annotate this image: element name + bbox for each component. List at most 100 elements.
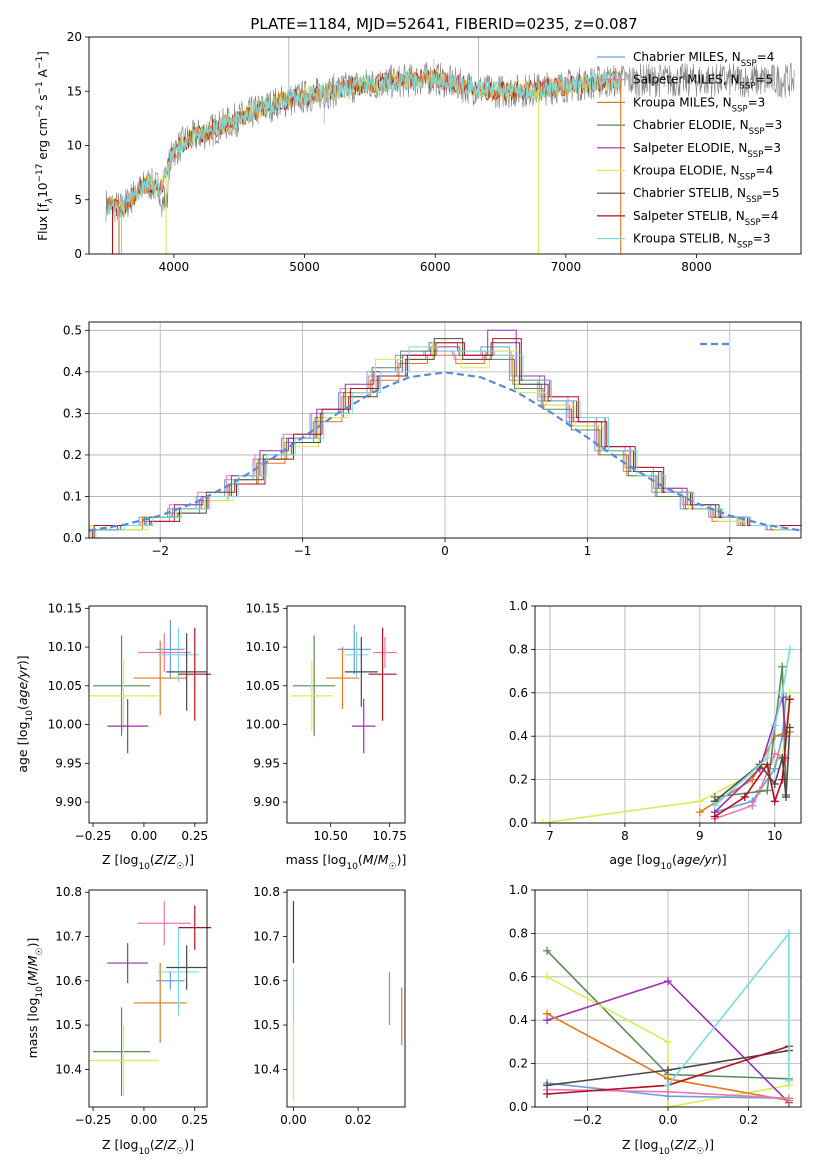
age-ylabel: age [log10(age/yr)] (15, 655, 35, 772)
mw-z-xlabel: Z [log10(Z/Z☉)] (622, 1137, 714, 1157)
y-tick-label: 0.2 (63, 448, 82, 462)
errorbar-axes-frame (286, 605, 406, 824)
label-part: Z (154, 1137, 164, 1152)
x-tick-label: 8 (621, 829, 629, 843)
label-part: age/yr (677, 852, 718, 867)
series-marker-chabrier_elodie (778, 662, 787, 671)
legend-entry-label: Kroupa ELODIE, NSSP=4 (633, 164, 773, 183)
label-part: SSP (745, 218, 761, 228)
label-part: −1 (35, 56, 45, 69)
mass-weight-axes-frame (534, 605, 802, 824)
series-marker-salpeter_stelib (740, 792, 749, 801)
label-part: ☉ (176, 1147, 184, 1157)
histograms (89, 329, 801, 538)
model-spectrum-kroupa_stelib (106, 67, 622, 218)
label-part: −2 (35, 105, 45, 118)
series-marker-kroupa_stelib (664, 1081, 672, 1090)
mass-weight-lines (543, 929, 793, 1107)
label-part: Z [log (102, 852, 138, 867)
series-marker-kroupa_stelib (784, 1076, 793, 1085)
histogram-kroupa_stelib (95, 346, 801, 538)
y-tick-label: 10.00 (246, 718, 280, 732)
y-tick-label: 0.2 (509, 1057, 528, 1071)
label-part: ( (672, 852, 677, 867)
series-marker-kroupa_stelib (784, 929, 793, 938)
label-part: Chabrier MILES, N (633, 50, 741, 64)
label-part: =5 (762, 186, 780, 200)
y-tick-label: 0.6 (509, 686, 528, 700)
series-marker-kroupa_elodie (664, 1037, 672, 1046)
label-part: Chabrier STELIB, N (633, 186, 746, 200)
tick-group: −0.25 0.00 0.25 10.4 10.5 10.6 10.7 10.8 (55, 885, 208, 1127)
gaussian-curve (89, 371, 801, 532)
label-part: ☉ (176, 862, 184, 872)
label-part: Salpeter ELODIE, N (633, 141, 747, 155)
series-marker-chabrier_stelib (543, 1081, 552, 1090)
label-part: Z (167, 852, 177, 867)
spectrum-traces (105, 37, 795, 254)
label-part: =4 (755, 164, 773, 178)
series-marker-kroupa_stelib (785, 645, 794, 654)
y-tick-label: 10.6 (253, 974, 280, 988)
y-tick-label: 0 (74, 247, 82, 261)
label-part: erg cm (36, 118, 50, 164)
x-tick-label: 5000 (289, 260, 320, 274)
label-part: =5 (755, 73, 773, 87)
y-tick-label: 9.95 (55, 756, 82, 770)
histogram-salpeter_elodie (89, 329, 801, 538)
label-part: ( (670, 1137, 675, 1152)
label-part: Flux [f (36, 202, 50, 240)
y-tick-label: 10 (67, 139, 82, 153)
label-part: / (163, 852, 168, 867)
label-part: / (163, 1137, 168, 1152)
y-tick-label: 10.05 (48, 679, 82, 693)
label-part: SSP (732, 104, 748, 114)
x-tick-label: 9 (696, 829, 704, 843)
label-part: 10 (658, 1147, 670, 1157)
y-tick-label: 0.8 (509, 642, 528, 656)
x-tick-label: 0.2 (739, 1113, 758, 1127)
series-marker-kroupa_elodie (543, 972, 552, 981)
label-part: age [log (609, 852, 660, 867)
y-tick-label: 10.05 (246, 679, 280, 693)
label-part: Kroupa STELIB, N (633, 232, 737, 246)
age-mass-xlabel: mass [log10(M/M☉)] (286, 852, 407, 872)
label-part: Z [log (622, 1137, 658, 1152)
label-part: 10 (36, 183, 50, 198)
histogram-chabrier_stelib (91, 338, 801, 538)
label-part: Z (674, 1137, 684, 1152)
series-marker-kroupa_stelib (770, 721, 779, 730)
x-tick-label: −0.25 (75, 1113, 112, 1127)
label-part: =3 (765, 118, 783, 132)
series-line-salpeter_elodie (714, 696, 787, 813)
spectrum-ylabel: Flux [fλ10−17 erg cm−2 s−1 A−1] (35, 51, 55, 241)
label-part: ] (36, 51, 50, 56)
label-part: ☉ (35, 947, 45, 955)
label-part: ☉ (696, 1147, 704, 1157)
legend-entry-label: Chabrier MILES, NSSP=4 (633, 50, 774, 69)
y-tick-label: 0.3 (63, 406, 82, 420)
label-part: / (683, 1137, 688, 1152)
errorbars (292, 901, 403, 1101)
label-part: M (378, 852, 389, 867)
y-tick-label: 0.6 (509, 970, 528, 984)
series-marker-chabrier_stelib (664, 1066, 672, 1075)
x-tick-label: 10.75 (372, 829, 406, 843)
legend-entry-label: Chabrier ELODIE, NSSP=3 (633, 118, 782, 137)
errorbars (290, 624, 397, 754)
label-part: Z [log (102, 1137, 138, 1152)
x-tick-label: 6000 (420, 260, 451, 274)
y-tick-label: 10.5 (253, 1018, 280, 1032)
y-tick-label: 10.5 (55, 1018, 82, 1032)
label-part: ( (15, 705, 30, 710)
label-part: SSP (746, 195, 762, 205)
y-tick-label: 10.10 (246, 640, 280, 654)
observed-spectrum (105, 62, 795, 223)
y-tick-label: 9.90 (253, 795, 280, 809)
legend-entry-label: Salpeter ELODIE, NSSP=3 (633, 141, 781, 160)
y-tick-label: 9.95 (253, 756, 280, 770)
label-part: A (36, 68, 50, 81)
y-tick-label: 0.0 (509, 1100, 528, 1114)
x-tick-label: 0 (441, 544, 449, 558)
